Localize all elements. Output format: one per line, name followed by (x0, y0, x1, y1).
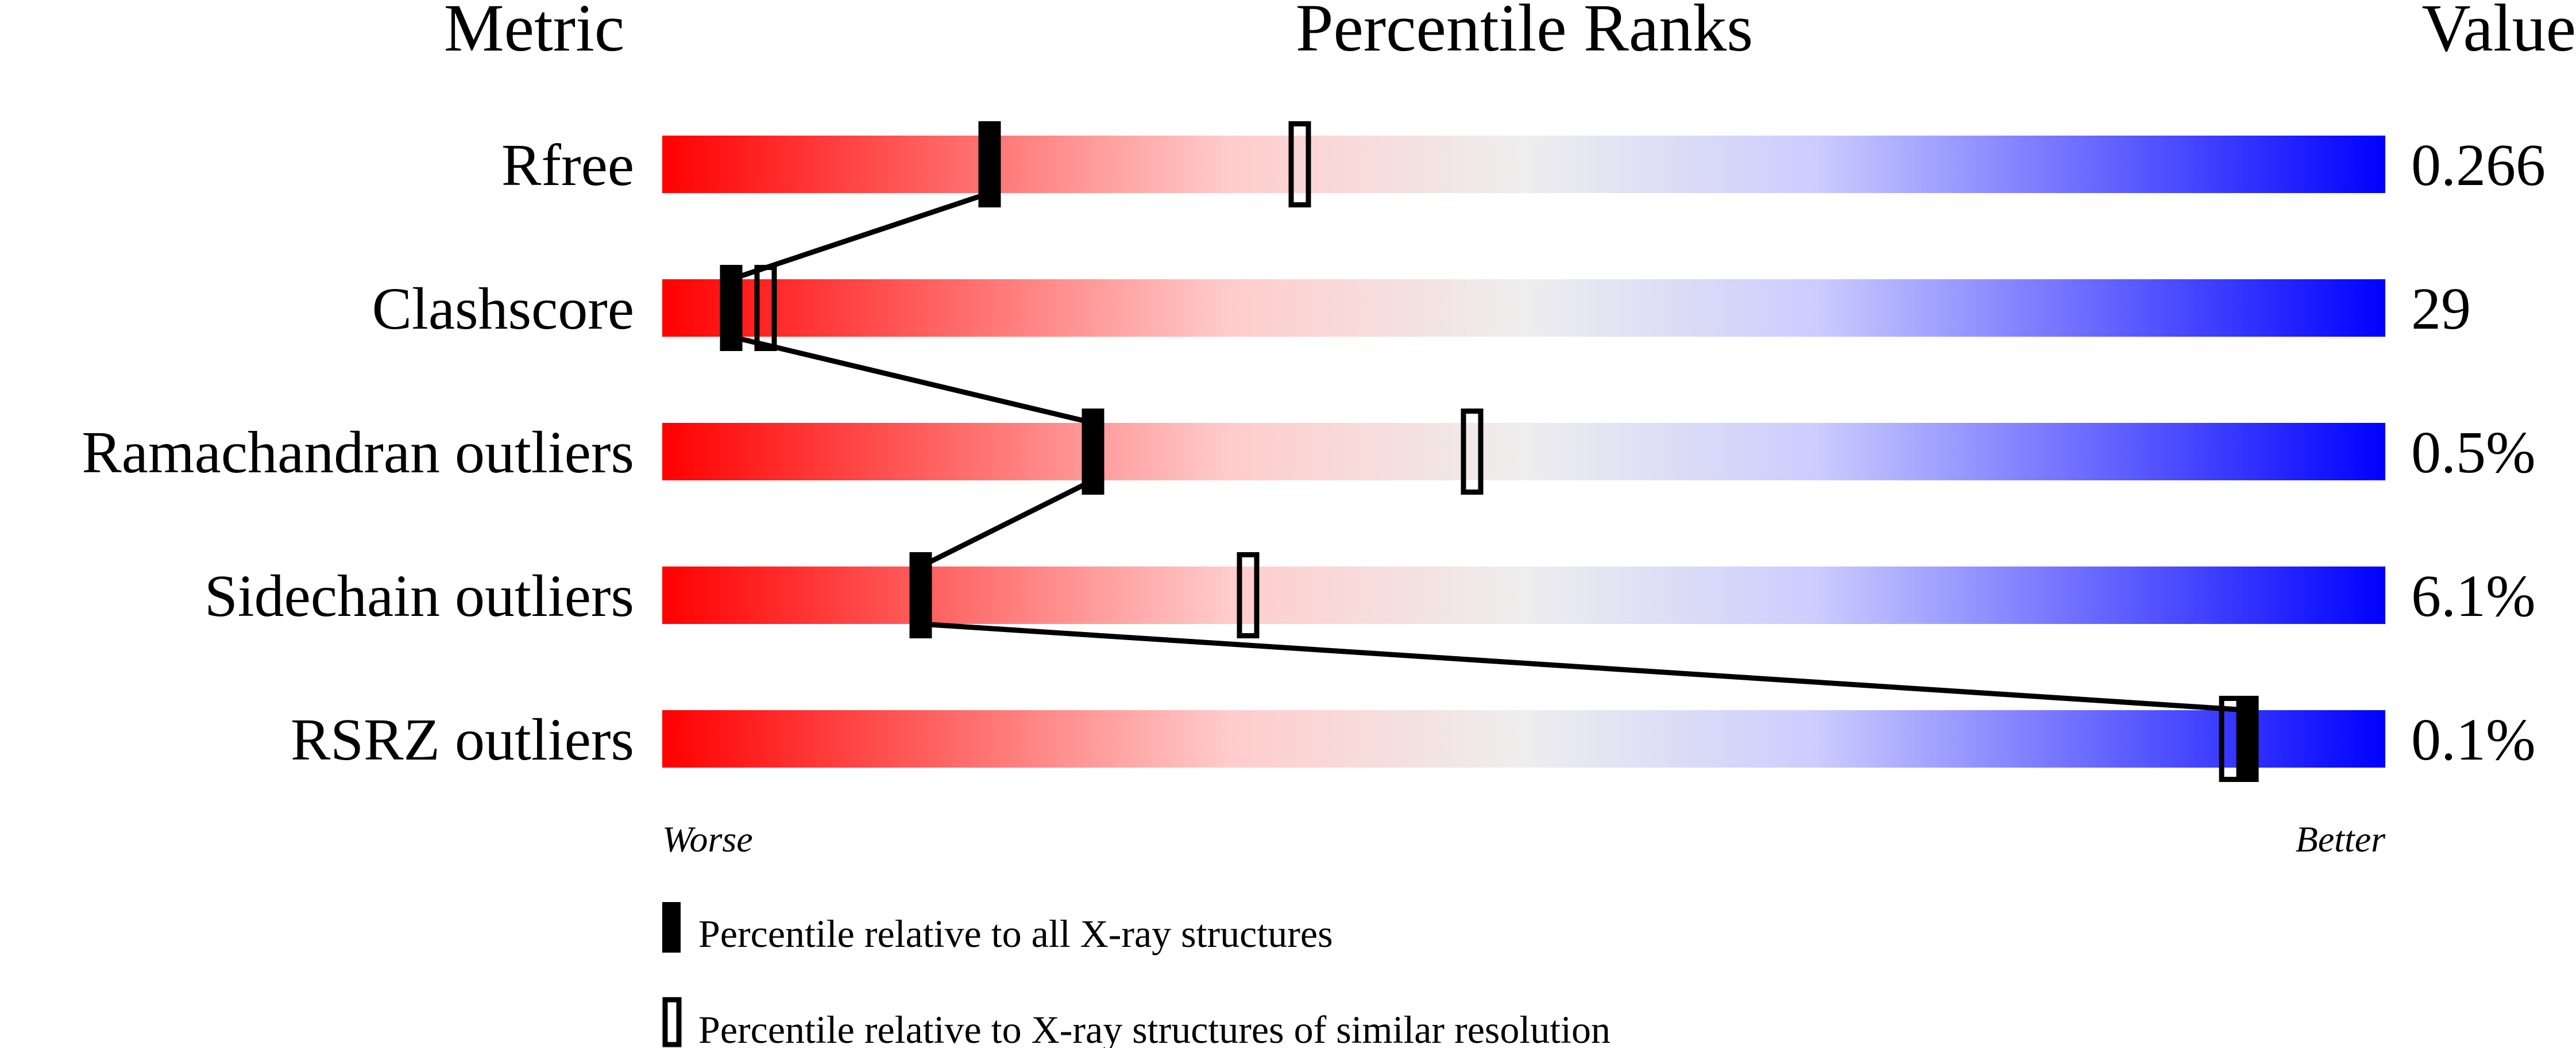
metric-label: Rfree (501, 132, 634, 198)
metric-label: Clashscore (372, 276, 634, 342)
marker-all-structures (720, 265, 743, 351)
axis-label-better: Better (2296, 819, 2386, 860)
metric-value: 29 (2411, 276, 2471, 342)
metric-value: 0.5% (2411, 419, 2536, 486)
gradient-bar (662, 279, 2385, 337)
header-value: Value (2421, 0, 2576, 66)
marker-all-structures (1082, 409, 1104, 495)
metric-value: 6.1% (2411, 563, 2536, 629)
metric-row: RSRZ outliers 0.1% (291, 707, 2536, 773)
marker-similar-resolution (754, 265, 777, 351)
metric-row: Sidechain outliers 6.1% (204, 563, 2536, 629)
marker-similar-resolution (1237, 552, 1260, 638)
gradient-bar (662, 567, 2385, 624)
metric-row: Ramachandran outliers 0.5% (82, 419, 2535, 486)
metric-label: Ramachandran outliers (82, 419, 634, 486)
legend-open-marker (662, 997, 682, 1047)
legend-label-all: Percentile relative to all X-ray structu… (698, 912, 1333, 955)
gradient-bar (662, 136, 2385, 193)
percentile-markers (720, 121, 2259, 782)
metric-value: 0.1% (2411, 707, 2536, 773)
metric-label: RSRZ outliers (291, 707, 634, 773)
metric-value: 0.266 (2411, 132, 2546, 198)
marker-similar-resolution (1461, 409, 1484, 495)
marker-similar-resolution (1288, 121, 1311, 207)
connector-segment (920, 621, 2248, 713)
metric-row: Rfree 0.266 (501, 132, 2546, 198)
axis-label-worse: Worse (662, 819, 753, 860)
legend-label-similar: Percentile relative to X-ray structures … (698, 1008, 1611, 1048)
legend-filled-marker (662, 902, 681, 953)
gradient-bar (662, 710, 2385, 768)
header-percentile-ranks: Percentile Ranks (1296, 0, 1753, 66)
gradient-bar (662, 423, 2385, 480)
marker-all-structures (909, 552, 932, 638)
marker-all-structures (2236, 696, 2259, 782)
metric-rows: Rfree 0.266 Clashscore 29 Ramachandran outli… (82, 132, 2546, 773)
metric-row: Clashscore 29 (372, 276, 2471, 342)
metric-label: Sidechain outliers (204, 563, 634, 629)
connector-segment (919, 477, 1095, 569)
header-metric: Metric (444, 0, 625, 66)
connector-segment (730, 334, 1094, 426)
marker-all-structures (978, 121, 1001, 207)
